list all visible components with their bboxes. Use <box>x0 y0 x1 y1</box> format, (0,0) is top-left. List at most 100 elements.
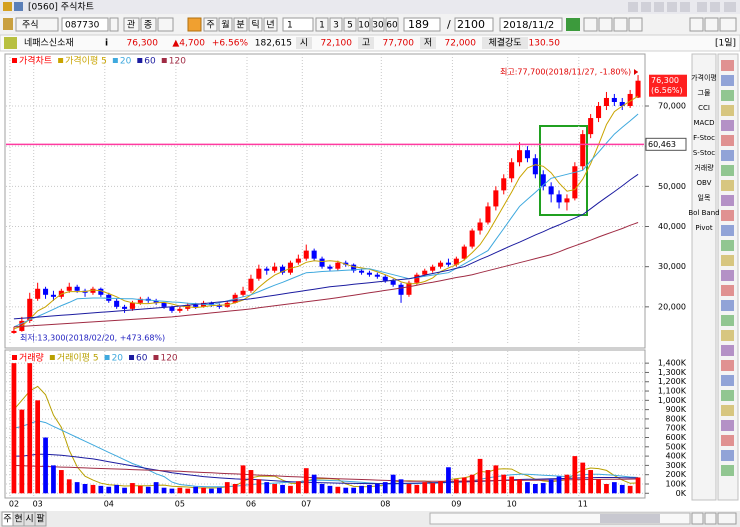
indicator-label[interactable]: 그물 <box>698 89 711 97</box>
capture-button[interactable] <box>667 2 677 12</box>
indicator-label[interactable]: 일목 <box>698 193 711 202</box>
indicator-label[interactable]: Pivot <box>695 224 712 232</box>
date-input[interactable] <box>499 17 563 32</box>
tool-icon[interactable] <box>721 225 734 236</box>
toolbar-button[interactable] <box>385 17 399 32</box>
code-search[interactable] <box>109 17 119 32</box>
tool-icon[interactable] <box>721 210 734 221</box>
tool-icon[interactable] <box>721 75 734 86</box>
toolbar-button[interactable] <box>218 17 233 32</box>
tool-icon[interactable] <box>721 120 734 131</box>
tool-icon[interactable] <box>721 345 734 356</box>
tool-icon[interactable] <box>689 17 704 32</box>
tool-icon[interactable] <box>721 315 734 326</box>
settings-button[interactable] <box>680 2 690 12</box>
legend-swatch <box>112 58 118 63</box>
tool-icon[interactable] <box>721 270 734 281</box>
zoom-button[interactable] <box>717 512 737 525</box>
tool-icon[interactable] <box>721 180 734 191</box>
toolbar-button[interactable] <box>371 17 385 32</box>
toolbar-button[interactable] <box>203 17 218 32</box>
indicator-label[interactable]: F-Stoc <box>693 134 715 142</box>
tool-icon[interactable] <box>721 450 734 461</box>
toolbar-button[interactable] <box>329 17 343 32</box>
candle-body <box>366 272 372 275</box>
tool-icon[interactable] <box>721 255 734 266</box>
tool-icon[interactable] <box>721 405 734 416</box>
total-input[interactable] <box>454 17 494 32</box>
tool-icon[interactable] <box>721 465 734 476</box>
help-icon[interactable] <box>14 2 23 11</box>
legend-label: 20 <box>112 354 124 364</box>
tool-icon[interactable] <box>613 17 628 32</box>
menu-icon[interactable] <box>3 18 13 30</box>
tool-icon[interactable] <box>721 375 734 386</box>
indicator-label[interactable]: CCI <box>698 104 710 112</box>
tool-icon[interactable] <box>721 135 734 146</box>
scroll-thumb[interactable] <box>600 514 660 523</box>
toolbar-button-label: 1 <box>319 21 325 31</box>
indicator-label[interactable]: OBV <box>697 179 712 187</box>
candle-body <box>422 270 428 275</box>
volume-bar <box>272 483 278 494</box>
tool-icon[interactable] <box>721 240 734 251</box>
tool-icon[interactable] <box>628 17 643 32</box>
minimize-button[interactable] <box>697 2 707 12</box>
swap-button[interactable] <box>157 17 174 32</box>
tool-icon[interactable] <box>721 90 734 101</box>
query-button[interactable] <box>566 18 580 31</box>
tool-button[interactable] <box>123 17 140 32</box>
tool-icon[interactable] <box>719 17 737 32</box>
toolbar-button[interactable] <box>315 17 329 32</box>
tool-icon[interactable] <box>721 435 734 446</box>
volume-bar <box>280 484 285 494</box>
tool-icon[interactable] <box>721 390 734 401</box>
tool-icon[interactable] <box>721 420 734 431</box>
candle-body <box>485 206 491 223</box>
tool-icon[interactable] <box>721 195 734 206</box>
toolbar-button[interactable] <box>233 17 248 32</box>
tool-icon[interactable] <box>721 150 734 161</box>
label-box <box>482 37 528 49</box>
info-icon[interactable]: i <box>105 39 108 49</box>
tool-icon[interactable] <box>583 17 598 32</box>
maximize-button[interactable] <box>710 2 720 12</box>
tool-icon[interactable] <box>721 285 734 296</box>
code-input[interactable] <box>61 17 109 32</box>
tool-button[interactable] <box>140 17 157 32</box>
indicator-label[interactable]: S-Stoc <box>693 149 715 157</box>
tool-icon[interactable] <box>721 300 734 311</box>
link-button[interactable] <box>641 2 651 12</box>
tool-icon[interactable] <box>721 105 734 116</box>
day-button[interactable] <box>187 17 202 32</box>
moving-average <box>13 173 639 320</box>
tool-icon[interactable] <box>598 17 613 32</box>
indicator-label[interactable]: MACD <box>694 119 715 127</box>
tool-icon[interactable] <box>721 60 734 71</box>
toolbar-button[interactable] <box>343 17 357 32</box>
market-select[interactable] <box>15 17 59 32</box>
indicator-label[interactable]: Bol Band <box>688 209 719 217</box>
tool-icon[interactable] <box>721 165 734 176</box>
toolbar-button[interactable] <box>263 17 278 32</box>
scrollbar[interactable] <box>429 512 691 525</box>
print-button[interactable] <box>654 2 664 12</box>
close-button[interactable] <box>724 2 736 12</box>
zoom-button[interactable] <box>691 512 704 525</box>
tool-icon[interactable] <box>704 17 719 32</box>
indicator-label[interactable]: 가격이평 <box>691 73 717 82</box>
volume-bar <box>137 485 143 494</box>
count-input[interactable] <box>403 17 441 32</box>
toolbar-button[interactable] <box>248 17 263 32</box>
change: ▲4,700 <box>172 39 205 49</box>
indicator-label[interactable]: 거래량 <box>694 163 714 172</box>
toolbar-button[interactable] <box>357 17 371 32</box>
candle-body <box>627 93 633 107</box>
tool-icon[interactable] <box>721 360 734 371</box>
zoom-button[interactable] <box>704 512 717 525</box>
y-tick-label: 900K <box>665 405 686 414</box>
pin-button[interactable] <box>628 2 638 12</box>
tab[interactable] <box>34 511 47 527</box>
unit-select[interactable] <box>282 17 314 32</box>
tool-icon[interactable] <box>721 330 734 341</box>
